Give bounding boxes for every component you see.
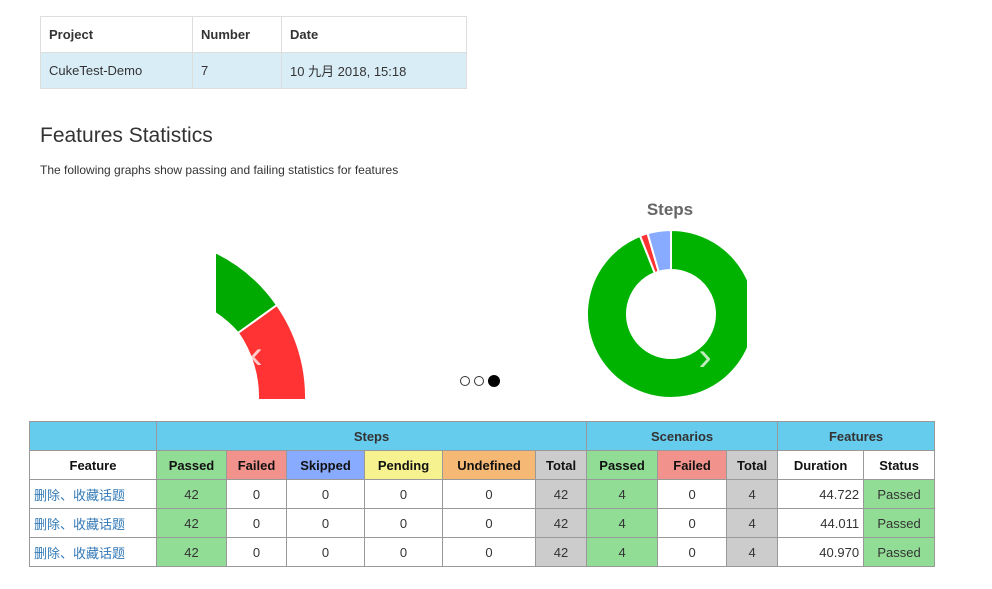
- steps-failed-cell: 0: [226, 537, 287, 567]
- stats-header-row: Feature Passed Failed Skipped Pending Un…: [29, 450, 936, 480]
- steps-undefined-cell: 0: [442, 508, 536, 538]
- steps-chart: [586, 228, 750, 400]
- steps-failed-cell: 0: [226, 508, 287, 538]
- scenarios-passed-cell: 4: [586, 479, 659, 509]
- steps-skipped-cell: 0: [286, 508, 365, 538]
- scenarios-total-cell: 4: [726, 479, 779, 509]
- col-steps-failed[interactable]: Failed: [226, 450, 287, 480]
- carousel-next-button[interactable]: ›: [690, 337, 720, 377]
- col-steps-total[interactable]: Total: [534, 450, 588, 480]
- table-row: 删除、收藏话题 42 0 0 0 0 42 4 0 4 44.011 Passe…: [29, 508, 936, 538]
- steps-undefined-cell: 0: [442, 479, 536, 509]
- info-number-value: 7: [192, 52, 282, 89]
- duration-cell: 40.970: [777, 537, 865, 567]
- scenarios-passed-cell: 4: [586, 537, 659, 567]
- steps-undefined-cell: 0: [442, 537, 536, 567]
- scenarios-failed-cell: 0: [657, 479, 728, 509]
- col-steps-skipped[interactable]: Skipped: [286, 450, 365, 480]
- status-cell: Passed: [863, 508, 936, 538]
- col-steps-passed[interactable]: Passed: [156, 450, 227, 480]
- info-value-row: CukeTest-Demo 7 10 九月 2018, 15:18: [40, 52, 467, 89]
- carousel-indicator-1[interactable]: [460, 376, 470, 386]
- info-header-project: Project: [40, 16, 193, 53]
- col-scenarios-passed[interactable]: Passed: [586, 450, 659, 480]
- steps-skipped-cell: 0: [286, 479, 365, 509]
- info-project-value: CukeTest-Demo: [40, 52, 193, 89]
- steps-pending-cell: 0: [364, 508, 443, 538]
- steps-passed-cell: 42: [156, 537, 227, 567]
- steps-pending-cell: 0: [364, 537, 443, 567]
- steps-passed-cell: 42: [156, 508, 227, 538]
- table-row: 删除、收藏话题 42 0 0 0 0 42 4 0 4 44.722 Passe…: [29, 479, 936, 509]
- info-date-value: 10 九月 2018, 15:18: [281, 52, 467, 89]
- duration-cell: 44.722: [777, 479, 865, 509]
- steps-chart-title: Steps: [646, 200, 694, 219]
- feature-link[interactable]: 删除、收藏话题: [29, 479, 157, 509]
- group-header-features: Features: [777, 421, 936, 451]
- col-scenarios-total[interactable]: Total: [726, 450, 779, 480]
- carousel-prev-button[interactable]: ‹: [241, 335, 271, 375]
- section-title: Features Statistics: [40, 124, 213, 147]
- group-header-steps: Steps: [155, 421, 588, 451]
- features-failed-slice: [236, 303, 308, 401]
- steps-total-cell: 42: [534, 508, 588, 538]
- steps-passed-cell: 42: [156, 479, 227, 509]
- group-header-empty: [29, 421, 157, 451]
- feature-link[interactable]: 删除、收藏话题: [29, 508, 157, 538]
- chevron-right-icon: ›: [698, 335, 712, 379]
- col-steps-pending[interactable]: Pending: [364, 450, 443, 480]
- group-header-scenarios: Scenarios: [586, 421, 779, 451]
- info-header-number: Number: [192, 16, 282, 53]
- carousel-indicator-2[interactable]: [474, 376, 484, 386]
- info-header-row: Project Number Date: [40, 16, 467, 53]
- status-cell: Passed: [863, 479, 936, 509]
- stats-group-row: Steps Scenarios Features: [29, 421, 936, 451]
- steps-failed-cell: 0: [226, 479, 287, 509]
- col-duration[interactable]: Duration: [777, 450, 865, 480]
- chevron-left-icon: ‹: [249, 333, 263, 377]
- steps-passed-slice: [586, 228, 750, 399]
- scenarios-failed-cell: 0: [657, 508, 728, 538]
- feature-statistics-table: Steps Scenarios Features Feature Passed …: [29, 421, 936, 567]
- features-chart: [214, 250, 308, 401]
- scenarios-passed-cell: 4: [586, 508, 659, 538]
- steps-skipped-cell: 0: [286, 537, 365, 567]
- col-feature[interactable]: Feature: [29, 450, 157, 480]
- carousel-clip-mask: [747, 228, 750, 400]
- col-status[interactable]: Status: [863, 450, 936, 480]
- carousel-indicators: [460, 375, 500, 387]
- section-description: The following graphs show passing and fa…: [40, 163, 399, 177]
- col-scenarios-failed[interactable]: Failed: [657, 450, 728, 480]
- steps-pending-cell: 0: [364, 479, 443, 509]
- info-header-date: Date: [281, 16, 467, 53]
- steps-total-cell: 42: [534, 479, 588, 509]
- col-steps-undefined[interactable]: Undefined: [442, 450, 536, 480]
- steps-skipped-slice: [646, 228, 672, 273]
- steps-total-cell: 42: [534, 537, 588, 567]
- carousel-indicator-3[interactable]: [488, 375, 500, 387]
- report-info-table: Project Number Date CukeTest-Demo 7 10 九…: [40, 16, 467, 89]
- status-cell: Passed: [863, 537, 936, 567]
- feature-link[interactable]: 删除、收藏话题: [29, 537, 157, 567]
- duration-cell: 44.011: [777, 508, 865, 538]
- scenarios-total-cell: 4: [726, 537, 779, 567]
- scenarios-failed-cell: 0: [657, 537, 728, 567]
- scenarios-total-cell: 4: [726, 508, 779, 538]
- table-row: 删除、收藏话题 42 0 0 0 0 42 4 0 4 40.970 Passe…: [29, 537, 936, 567]
